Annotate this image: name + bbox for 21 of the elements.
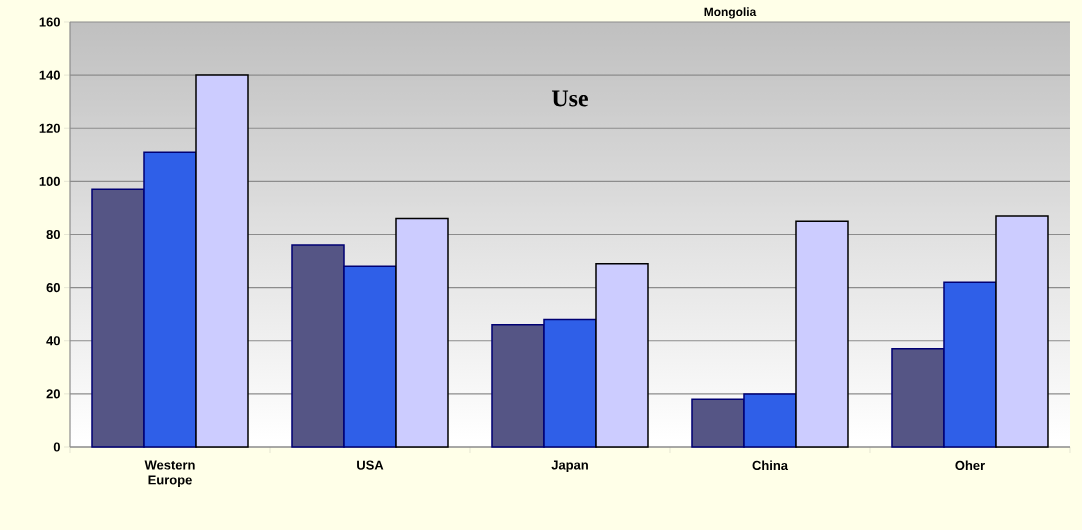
y-tick-label: 20 [46,389,60,399]
bar [395,217,449,448]
y-tick-label: 40 [46,336,60,346]
y-tick-label: 0 [53,442,60,452]
chart-title: Mongolia [704,7,757,19]
annotation: Use [551,90,588,107]
bar [795,220,849,448]
y-tick-label: 120 [39,123,60,133]
y-tick-label: 60 [46,283,60,293]
y-tick-label: 160 [39,17,60,27]
bar [995,215,1049,448]
x-tick-label: Western Europe [144,460,195,488]
x-tick-label: Japan [551,460,588,473]
x-tick-label: USA [357,460,384,470]
x-tick-label: Oher [955,460,985,471]
x-tick-label: China [752,460,789,471]
y-tick-label: 100 [39,176,60,186]
y-tick-label: 140 [39,70,60,80]
bar [595,262,649,448]
bar [195,74,249,448]
y-tick-label: 80 [46,229,60,240]
